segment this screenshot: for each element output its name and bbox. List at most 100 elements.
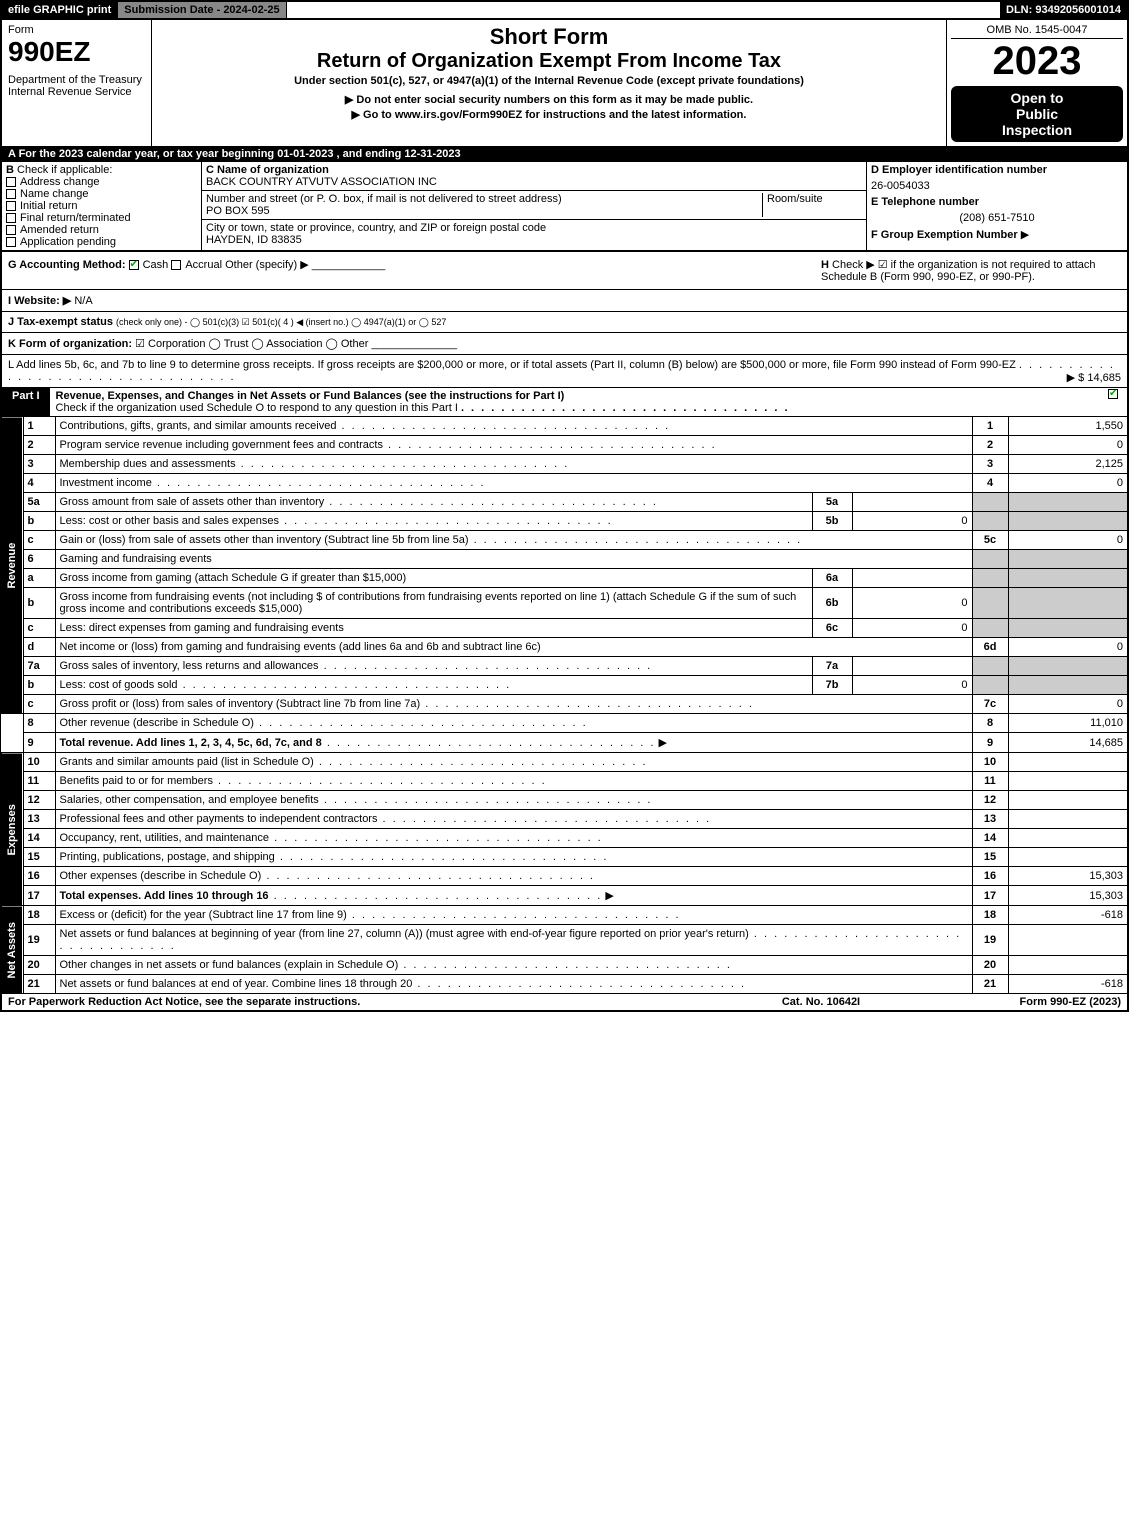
line-19-value	[1008, 925, 1128, 956]
line-6c-value: 0	[852, 619, 972, 638]
form-label: Form	[8, 24, 145, 36]
org-name: BACK COUNTRY ATVUTV ASSOCIATION INC	[206, 176, 437, 188]
line-18-value: -618	[1008, 906, 1128, 925]
part-1-check-line: Check if the organization used Schedule …	[56, 402, 458, 414]
line-21-value: -618	[1008, 975, 1128, 994]
city-label: City or town, state or province, country…	[206, 222, 546, 234]
i-label: I Website: ▶	[8, 295, 71, 307]
side-label-net-assets: Net Assets	[1, 906, 23, 994]
expenses-table: Expenses 10 Grants and similar amounts p…	[0, 753, 1129, 906]
column-b: B Check if applicable: Address change Na…	[2, 162, 202, 250]
checkbox-schedule-o[interactable]	[1108, 389, 1118, 399]
line-2-value: 0	[1008, 436, 1128, 455]
line-11-value	[1008, 772, 1128, 791]
f-label: F Group Exemption Number	[871, 229, 1018, 241]
return-title: Return of Organization Exempt From Incom…	[158, 50, 940, 73]
dln: DLN: 93492056001014	[1000, 2, 1127, 18]
line-5c-value: 0	[1008, 531, 1128, 550]
org-city: HAYDEN, ID 83835	[206, 234, 302, 246]
line-5b-value: 0	[852, 512, 972, 531]
top-bar: efile GRAPHIC print Submission Date - 20…	[0, 0, 1129, 20]
l-value: ▶ $ 14,685	[1067, 371, 1121, 384]
checkbox-address-change[interactable]	[6, 177, 16, 187]
line-16-value: 15,303	[1008, 867, 1128, 886]
g-label: G Accounting Method:	[8, 259, 126, 271]
revenue-table: Revenue 1 Contributions, gifts, grants, …	[0, 417, 1129, 753]
checkbox-final-return[interactable]	[6, 213, 16, 223]
row-i: I Website: ▶ N/A	[0, 290, 1129, 312]
website-value: N/A	[74, 295, 92, 307]
line-5a-value	[852, 493, 972, 512]
j-text: (check only one) - ◯ 501(c)(3) ☑ 501(c)(…	[116, 317, 446, 327]
footer-cat-no: Cat. No. 10642I	[721, 996, 921, 1008]
d-label: D Employer identification number	[871, 164, 1047, 176]
line-7c-value: 0	[1008, 695, 1128, 714]
side-label-expenses: Expenses	[1, 753, 23, 906]
checkbox-cash[interactable]	[129, 260, 139, 270]
part-1-tab: Part I	[2, 388, 50, 416]
checkbox-application-pending[interactable]	[6, 237, 16, 247]
submission-date: Submission Date - 2024-02-25	[118, 2, 286, 18]
line-14-value	[1008, 829, 1128, 848]
checkbox-accrual[interactable]	[171, 260, 181, 270]
section-b-f: B Check if applicable: Address change Na…	[0, 162, 1129, 252]
row-g-h: G Accounting Method: Cash Accrual Other …	[0, 252, 1129, 290]
line-17-value: 15,303	[1008, 886, 1128, 906]
form-header: Form 990EZ Department of the Treasury In…	[0, 20, 1129, 146]
g-other: Other (specify) ▶	[225, 259, 309, 271]
line-15-value	[1008, 848, 1128, 867]
line-6a-value	[852, 569, 972, 588]
f-arrow-icon: ▶	[1021, 229, 1029, 241]
part-1-title: Revenue, Expenses, and Changes in Net As…	[56, 390, 565, 402]
j-label: J Tax-exempt status	[8, 316, 113, 328]
org-address: PO BOX 595	[206, 205, 270, 217]
phone: (208) 651-7510	[871, 212, 1123, 224]
page-footer: For Paperwork Reduction Act Notice, see …	[0, 994, 1129, 1012]
efile-label[interactable]: efile GRAPHIC print	[2, 2, 118, 18]
e-label: E Telephone number	[871, 196, 979, 208]
header-sub1: Under section 501(c), 527, or 4947(a)(1)…	[158, 75, 940, 87]
irs-label: Internal Revenue Service	[8, 86, 145, 98]
addr-label: Number and street (or P. O. box, if mail…	[206, 193, 562, 205]
header-sub2: ▶ Do not enter social security numbers o…	[158, 93, 940, 106]
form-number: 990EZ	[8, 36, 145, 68]
short-form-title: Short Form	[158, 24, 940, 50]
line-a: A For the 2023 calendar year, or tax yea…	[0, 146, 1129, 162]
net-assets-table: Net Assets 18 Excess or (deficit) for th…	[0, 906, 1129, 994]
line-9-value: 14,685	[1008, 733, 1128, 753]
checkbox-name-change[interactable]	[6, 189, 16, 199]
line-4-value: 0	[1008, 474, 1128, 493]
c-label: C Name of organization	[206, 164, 329, 176]
h-text: Check ▶ ☑ if the organization is not req…	[821, 259, 1096, 283]
column-d-e-f: D Employer identification number 26-0054…	[867, 162, 1127, 250]
line-12-value	[1008, 791, 1128, 810]
row-k: K Form of organization: ☑ Corporation ◯ …	[0, 333, 1129, 355]
footer-form-ref: Form 990-EZ (2023)	[921, 996, 1121, 1008]
ein: 26-0054033	[871, 180, 1123, 192]
open-public-badge: Open to Public Inspection	[951, 86, 1123, 142]
header-right: OMB No. 1545-0047 2023 Open to Public In…	[947, 20, 1127, 146]
row-j: J Tax-exempt status (check only one) - ◯…	[0, 312, 1129, 333]
line-7a-value	[852, 657, 972, 676]
omb-number: OMB No. 1545-0047	[951, 24, 1123, 39]
line-20-value	[1008, 956, 1128, 975]
row-l: L Add lines 5b, 6c, and 7b to line 9 to …	[0, 355, 1129, 388]
dept-label: Department of the Treasury	[8, 74, 145, 86]
checkbox-amended-return[interactable]	[6, 225, 16, 235]
line-3-value: 2,125	[1008, 455, 1128, 474]
header-left: Form 990EZ Department of the Treasury In…	[2, 20, 152, 146]
k-label: K Form of organization:	[8, 338, 132, 350]
checkbox-initial-return[interactable]	[6, 201, 16, 211]
header-sub3: ▶ Go to www.irs.gov/Form990EZ for instru…	[158, 108, 940, 121]
footer-left: For Paperwork Reduction Act Notice, see …	[8, 996, 721, 1008]
part-1-header: Part I Revenue, Expenses, and Changes in…	[0, 388, 1129, 417]
line-13-value	[1008, 810, 1128, 829]
room-suite-label: Room/suite	[762, 193, 862, 217]
line-8-value: 11,010	[1008, 714, 1128, 733]
h-label: H	[821, 259, 829, 271]
line-10-value	[1008, 753, 1128, 772]
column-c: C Name of organization BACK COUNTRY ATVU…	[202, 162, 867, 250]
k-text: ☑ Corporation ◯ Trust ◯ Association ◯ Ot…	[135, 338, 368, 350]
line-6d-value: 0	[1008, 638, 1128, 657]
line-6b-value: 0	[852, 588, 972, 619]
